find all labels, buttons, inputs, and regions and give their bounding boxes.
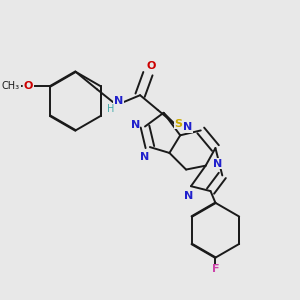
Text: S: S	[174, 118, 182, 129]
Text: N: N	[213, 159, 222, 169]
Text: O: O	[146, 61, 155, 71]
Text: N: N	[140, 152, 150, 162]
Text: N: N	[184, 191, 194, 201]
Text: O: O	[24, 81, 33, 92]
Text: N: N	[183, 122, 193, 133]
Text: F: F	[212, 264, 219, 274]
Text: H: H	[107, 104, 114, 114]
Text: N: N	[114, 96, 123, 106]
Text: N: N	[130, 120, 140, 130]
Text: CH₃: CH₃	[2, 81, 20, 92]
